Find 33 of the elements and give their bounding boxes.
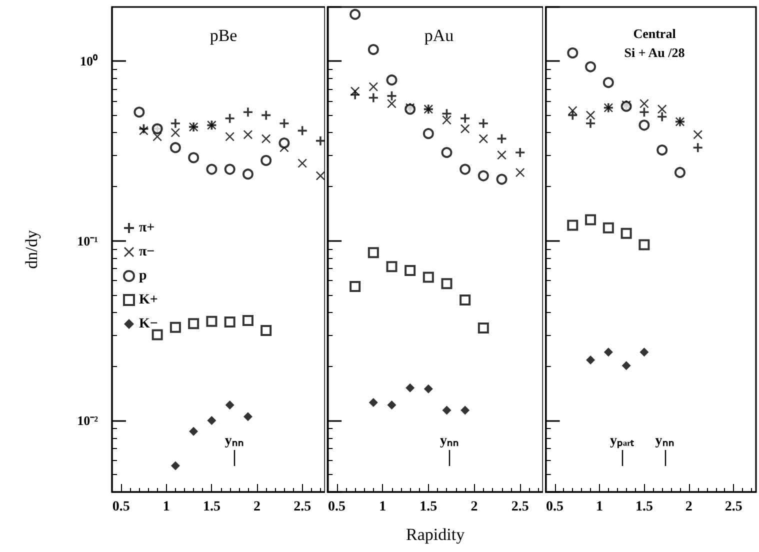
x-tick-label: 2 xyxy=(254,500,261,514)
x-tick-label: 1 xyxy=(379,500,386,514)
text: pAu xyxy=(424,26,454,45)
y-axis-title: dn/dy xyxy=(22,230,41,269)
x-tick-label: 1 xyxy=(596,500,603,514)
x-tick-label: 2.5 xyxy=(511,500,529,514)
legend-label: π+ xyxy=(139,220,155,236)
ref-line-label: yₚₐᵣₜ xyxy=(610,434,635,448)
text: Central xyxy=(633,26,676,41)
x-tick-label: 2.5 xyxy=(294,500,312,514)
x-tick-label: 1.5 xyxy=(202,500,220,514)
x-tick-label: 0.5 xyxy=(112,500,130,514)
legend-label: K− xyxy=(139,316,158,332)
y-tick-label: 10⁰ xyxy=(80,54,98,69)
x-tick-label: 0.5 xyxy=(546,500,564,514)
y-tick-label: 10⁻² xyxy=(77,412,98,428)
text: pBe xyxy=(210,26,238,45)
legend-label: K+ xyxy=(139,292,158,308)
y-tick-label: 10⁻¹ xyxy=(77,233,98,248)
legend-label: p xyxy=(139,268,147,284)
x-tick-label: 1.5 xyxy=(420,500,438,514)
x-tick-label: 1.5 xyxy=(635,500,653,514)
ref-line-label: yₙₙ xyxy=(655,434,674,448)
x-tick-label: 1 xyxy=(162,500,170,514)
ref-line-label: yₙₙ xyxy=(224,434,244,448)
ref-line-label: yₙₙ xyxy=(440,434,459,448)
x-tick-label: 2 xyxy=(685,500,692,514)
x-tick-label: 2.5 xyxy=(724,500,742,514)
x-axis-title: Rapidity xyxy=(406,525,466,544)
x-tick-label: 2 xyxy=(470,500,478,514)
x-tick-label: 0.5 xyxy=(328,500,346,514)
text: Si + Au /28 xyxy=(624,45,686,60)
legend-label: π− xyxy=(139,244,155,260)
